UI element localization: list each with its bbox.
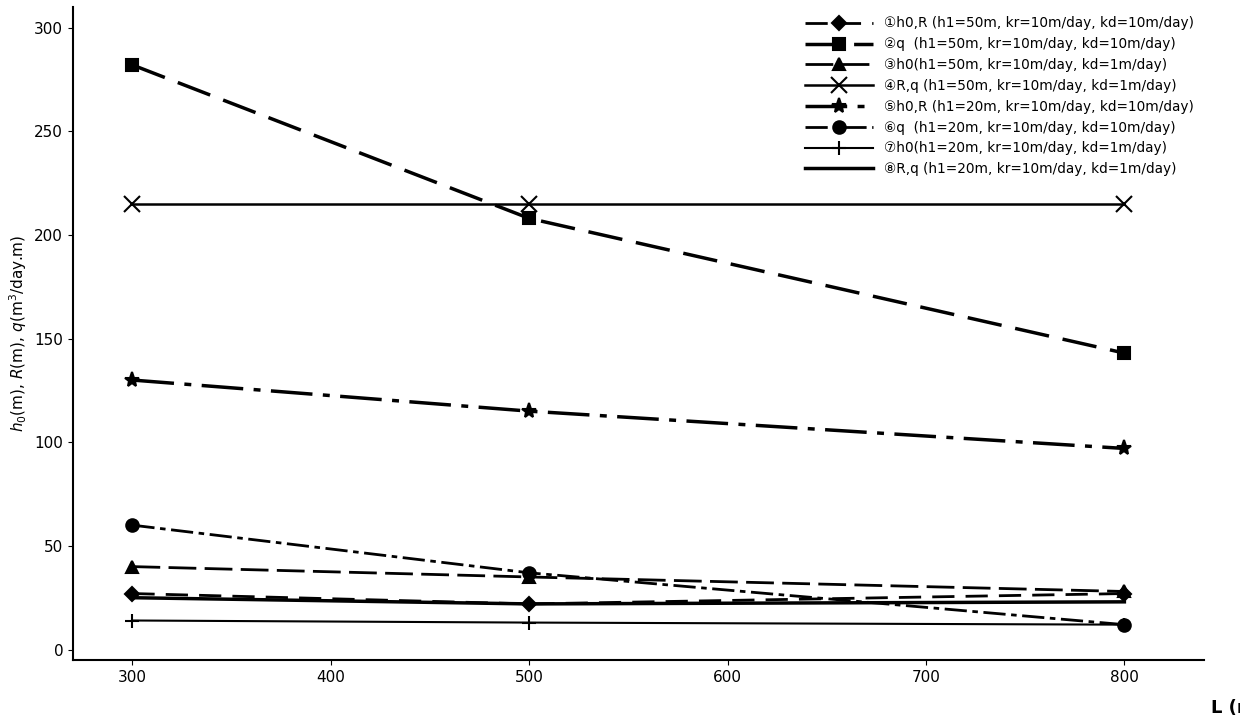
Y-axis label: $h_0$(m), $R$(m), $q$(m$^3$/day.m): $h_0$(m), $R$(m), $q$(m$^3$/day.m) [7,235,29,432]
Legend: ①h0,R (h1=50m, kr=10m/day, kd=10m/day), ②q  (h1=50m, kr=10m/day, kd=10m/day), ③h: ①h0,R (h1=50m, kr=10m/day, kd=10m/day), … [800,11,1199,182]
X-axis label: L (m): L (m) [1211,699,1240,717]
